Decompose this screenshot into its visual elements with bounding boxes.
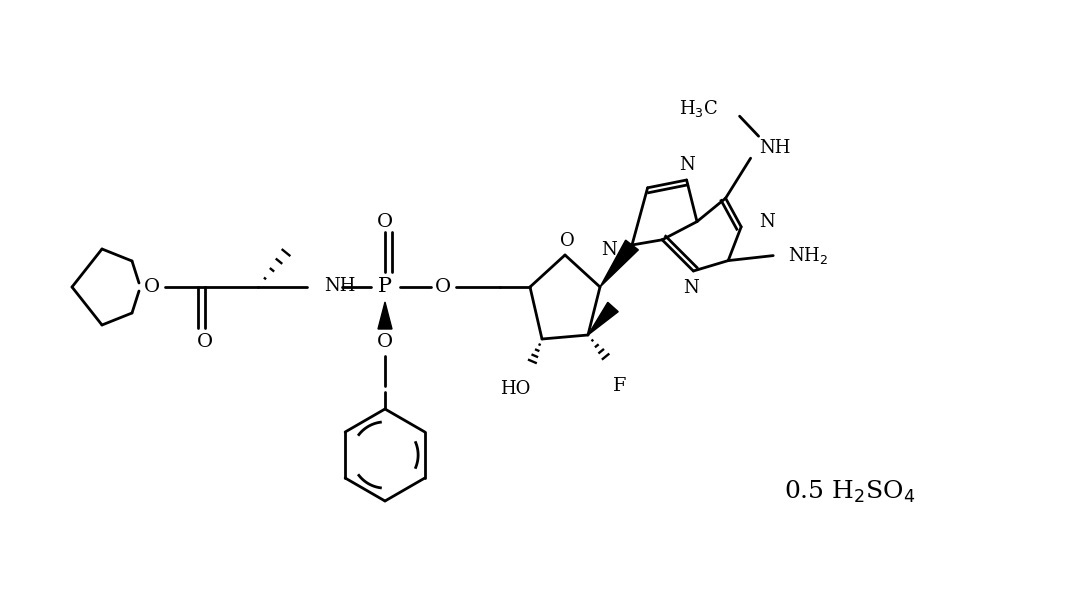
- Text: O: O: [144, 278, 160, 296]
- Polygon shape: [378, 302, 392, 329]
- Text: O: O: [559, 232, 575, 250]
- Text: F: F: [613, 377, 626, 395]
- Text: O: O: [377, 213, 393, 231]
- Text: HO: HO: [500, 380, 530, 398]
- Polygon shape: [588, 302, 618, 335]
- Text: O: O: [197, 333, 213, 351]
- Text: NH: NH: [759, 139, 791, 157]
- Text: NH: NH: [324, 277, 355, 295]
- Polygon shape: [600, 240, 638, 287]
- Text: N: N: [602, 241, 617, 259]
- Text: O: O: [435, 278, 451, 296]
- Text: H$_3$C: H$_3$C: [678, 98, 717, 119]
- Text: 0.5 H$_2$SO$_4$: 0.5 H$_2$SO$_4$: [784, 479, 916, 505]
- Text: O: O: [377, 333, 393, 351]
- Text: N: N: [759, 213, 775, 231]
- Text: NH$_2$: NH$_2$: [788, 245, 828, 266]
- Text: P: P: [378, 278, 392, 297]
- Text: N: N: [678, 156, 694, 174]
- Text: N: N: [684, 279, 699, 297]
